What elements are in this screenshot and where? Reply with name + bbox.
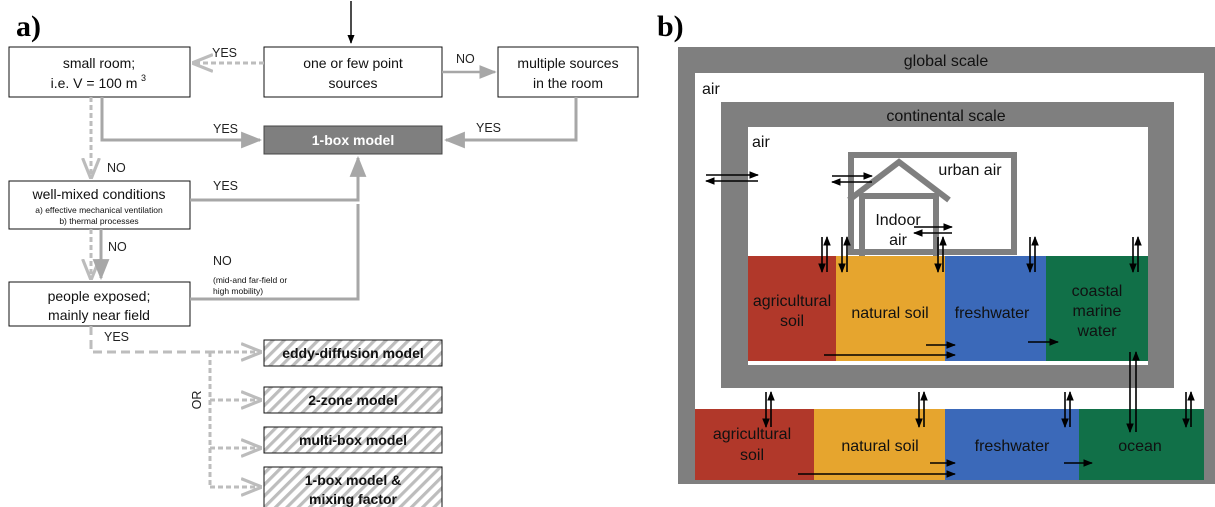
yes-arrow-from-multiple <box>443 97 578 149</box>
well-mixed-b: b) thermal processes <box>59 216 138 226</box>
two-zone-box <box>263 386 443 414</box>
continental-air-label: air <box>752 134 770 151</box>
no-arrow-people <box>190 204 360 301</box>
yes-to-box-label: YES <box>213 122 238 136</box>
no-well-mixed-label: NO <box>108 240 127 254</box>
global-scale-label: global scale <box>904 53 989 70</box>
small-room-sup: 3 <box>141 73 146 83</box>
yes-people-label: YES <box>104 330 129 344</box>
global-natural-soil-label: natural soil <box>841 438 918 455</box>
no-top-label: NO <box>456 52 475 66</box>
or-label: OR <box>190 391 204 410</box>
eddy-diffusion-label: eddy-diffusion model <box>282 345 424 361</box>
indoor-line2: air <box>889 232 907 249</box>
multi-box-label: multi-box model <box>299 432 407 448</box>
global-natural-soil <box>814 409 945 480</box>
people-line1: people exposed; <box>48 288 151 304</box>
continental-agri-line1: agricultural <box>753 293 831 310</box>
multiple-sources-box <box>497 46 639 98</box>
well-mixed-title: well-mixed conditions <box>31 186 165 202</box>
point-sources-box <box>263 46 443 98</box>
point-sources-line1: one or few point <box>303 55 403 71</box>
people-line2: mainly near field <box>48 307 150 323</box>
no-left-label: NO <box>107 161 126 175</box>
well-mixed-a: a) effective mechanical ventilation <box>35 205 163 215</box>
no-people-note2: high mobility) <box>213 286 263 296</box>
mixing-line1: 1-box model & <box>305 472 401 488</box>
no-people-note1: (mid-and far-field or <box>213 275 287 285</box>
two-zone-label: 2-zone model <box>308 392 397 408</box>
global-agri-line2: soil <box>740 447 764 464</box>
multiple-sources-line2: in the room <box>533 75 603 91</box>
global-air-label: air <box>702 81 720 98</box>
yes-arrow-people <box>89 326 210 354</box>
no-people-label: NO <box>213 254 232 268</box>
global-agricultural-soil <box>695 409 814 480</box>
eddy-diffusion-box <box>263 339 443 367</box>
panel-b-label: b) <box>657 10 684 43</box>
panel-b: b) global scale air continental scale ai… <box>657 10 1215 484</box>
continental-freshwater <box>945 256 1046 361</box>
small-room-line2: i.e. V = 100 m <box>51 75 138 91</box>
exchange-arrows <box>705 171 1195 478</box>
global-freshwater-label: freshwater <box>975 438 1050 455</box>
continental-freshwater-label: freshwater <box>955 305 1030 322</box>
continental-coastal-marine-water <box>1046 256 1148 361</box>
indoor-line1: Indoor <box>875 212 921 229</box>
continental-natural-soil <box>836 256 945 361</box>
continental-agri-line2: soil <box>780 313 804 330</box>
continental-agricultural-soil <box>748 256 836 361</box>
global-ocean-label: ocean <box>1118 438 1162 455</box>
yes-arrow-to-box <box>100 97 263 149</box>
one-box-model-box <box>263 125 443 155</box>
yes-well-mixed-label: YES <box>213 179 238 193</box>
urban-air-label: urban air <box>938 162 1002 179</box>
panel-a-label: a) <box>16 10 41 43</box>
coastal-line2: marine <box>1073 303 1122 320</box>
house-walls <box>859 193 939 256</box>
yes-top-label: YES <box>212 46 237 60</box>
yes-from-multiple-label: YES <box>476 121 501 135</box>
house-roof <box>847 158 951 203</box>
multi-box-box <box>263 426 443 454</box>
small-room-line1: small room; <box>63 55 135 71</box>
small-room-box <box>8 46 191 98</box>
coastal-line3: water <box>1076 323 1117 340</box>
point-sources-line2: sources <box>328 75 377 91</box>
coastal-line1: coastal <box>1072 283 1123 300</box>
mixing-line2: mixing factor <box>309 491 397 507</box>
yes-arrow-well-mixed <box>190 155 367 202</box>
panel-a: a) small room; i.e. V = 100 m 3 one or f… <box>8 1 639 507</box>
global-freshwater <box>945 409 1079 480</box>
continental-natural-soil-label: natural soil <box>851 305 928 322</box>
global-agri-line1: agricultural <box>713 426 791 443</box>
urban-air-box <box>848 152 1017 255</box>
people-exposed-box <box>8 281 191 327</box>
continental-scale-label: continental scale <box>886 108 1005 125</box>
multiple-sources-line1: multiple sources <box>517 55 618 71</box>
one-box-model-label: 1-box model <box>312 132 394 148</box>
mixing-factor-box <box>263 466 443 507</box>
